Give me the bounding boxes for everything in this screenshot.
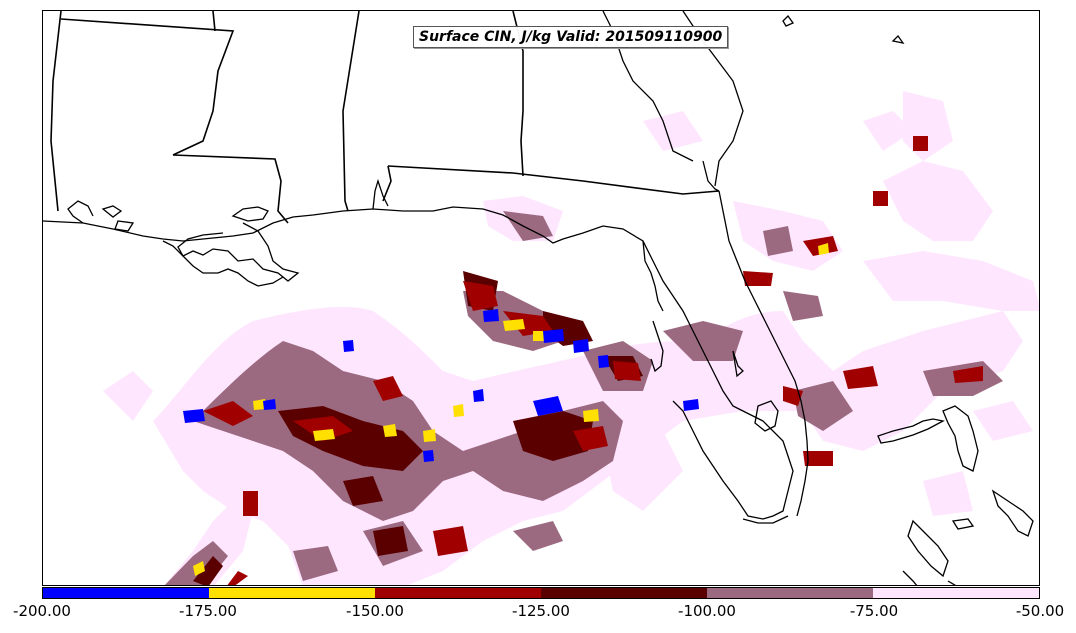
colorbar bbox=[42, 587, 1040, 599]
colorbar-label: -50.00 bbox=[1015, 602, 1065, 620]
colorbar-segment-4 bbox=[707, 588, 873, 598]
colorbar-segment-5 bbox=[873, 588, 1039, 598]
colorbar-label: -125.00 bbox=[512, 602, 570, 620]
colorbar-label: -150.00 bbox=[346, 602, 404, 620]
colorbar-labels: -200.00 -175.00 -150.00 -125.00 -100.00 … bbox=[0, 602, 1076, 624]
colorbar-segment-1 bbox=[209, 588, 375, 598]
map-title: Surface CIN, J/kg Valid: 201509110900 bbox=[413, 26, 729, 48]
colorbar-segment-2 bbox=[375, 588, 541, 598]
colorbar-label: -100.00 bbox=[678, 602, 736, 620]
colorbar-segment-0 bbox=[43, 588, 209, 598]
colorbar-segment-3 bbox=[541, 588, 707, 598]
cin-shading-red bbox=[203, 136, 983, 585]
cin-shading-yellow bbox=[193, 243, 829, 576]
colorbar-label: -200.00 bbox=[13, 602, 71, 620]
state-borders bbox=[50, 11, 720, 224]
map-canvas bbox=[43, 11, 1039, 585]
coastline bbox=[43, 11, 1034, 585]
cin-shading-blue bbox=[183, 309, 699, 462]
map-panel: Surface CIN, J/kg Valid: 201509110900 bbox=[42, 10, 1040, 586]
colorbar-label: -75.00 bbox=[849, 602, 899, 620]
colorbar-label: -175.00 bbox=[179, 602, 237, 620]
